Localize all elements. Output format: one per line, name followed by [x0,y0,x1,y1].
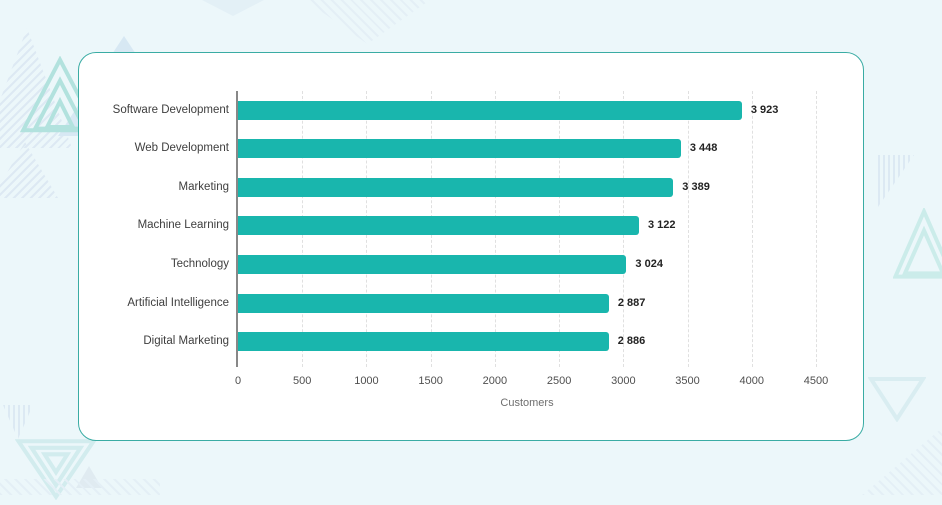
chart-row: Artificial Intelligence 2 887 [127,284,816,323]
gridline [687,91,689,367]
category-label: Machine Learning [137,219,229,232]
x-tick-label: 1000 [354,375,379,387]
chart-row: Software Development 3 923 [113,91,816,130]
striped-triangle-decoration [305,0,430,44]
outline-triangle-decoration [867,376,927,423]
category-label: Software Development [112,103,229,116]
gridline [751,91,753,367]
category-label: Artificial Intelligence [127,296,229,309]
striped-triangle-decoration [0,142,58,198]
bar [238,177,674,197]
value-label: 3 122 [648,219,676,232]
bar [238,100,742,120]
x-tick-label: 500 [293,375,312,387]
x-axis-title: Customers [500,397,554,409]
plot-area: Customers 0 500 1000 1500 2000 2500 3000 3500 40… [113,91,828,409]
y-axis-line [236,91,238,367]
category-label: Technology [170,258,229,271]
category-label: Marketing [178,180,230,193]
value-label: 3 389 [682,180,710,193]
striped-triangle-decoration [878,155,914,207]
value-label: 3 923 [750,103,779,116]
chart-row: Digital Marketing 2 886 [143,322,816,361]
chart-row: Web Development 3 448 [135,130,816,169]
value-label: 3 448 [689,142,718,155]
chart-row: Marketing 3 389 [179,168,816,207]
x-tick-label: 0 [234,375,242,387]
x-tick-label: 3500 [675,375,700,387]
x-tick-label: 3000 [611,375,636,387]
x-tick-label: 2000 [482,375,508,387]
x-tick-label: 4500 [803,375,829,387]
x-tick-label: 2500 [546,375,572,387]
striped-triangle-decoration [862,428,942,495]
chart-card: Customers 0 500 1000 1500 2000 2500 3000 3500 40… [78,52,864,441]
category-label: Web Development [134,142,229,155]
solid-triangle-decoration [76,466,102,488]
concentric-triangle-decoration [14,438,98,501]
striped-triangle-decoration [0,28,72,148]
bar [238,139,681,159]
concentric-triangle-decoration [892,206,942,280]
bar [238,255,627,275]
chart-row: Machine Learning 3 122 [138,207,816,246]
bar [238,332,609,352]
solid-triangle-decoration [202,0,264,16]
category-label: Digital Marketing [143,335,229,348]
x-tick-label: 4000 [739,375,765,387]
bar [238,293,609,313]
gridline [816,91,817,367]
x-tick-label: 1500 [418,375,443,387]
chart-row: Technology 3 024 [171,245,816,284]
value-label: 2 887 [617,296,646,309]
value-label: 3 024 [635,258,663,271]
value-label: 2 886 [617,335,646,348]
striped-triangle-decoration [3,405,33,439]
bar [238,216,639,236]
striped-band-decoration [0,479,160,495]
